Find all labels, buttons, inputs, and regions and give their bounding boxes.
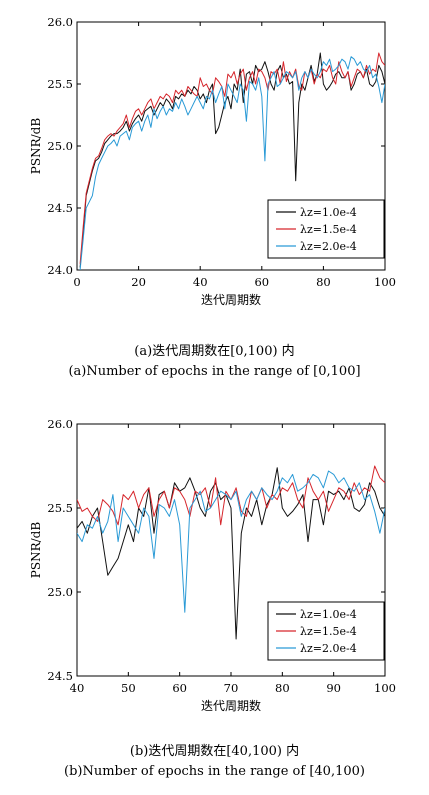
series-line-1 xyxy=(77,467,385,640)
legend-label-3: λz=2.0e-4 xyxy=(300,642,357,655)
y-tick-label: 25.0 xyxy=(47,139,73,153)
legend-label-2: λz=1.5e-4 xyxy=(300,223,357,236)
y-tick-label: 25.5 xyxy=(47,501,73,515)
x-tick-label: 80 xyxy=(316,275,331,289)
y-tick-label: 26.0 xyxy=(47,417,73,431)
x-tick-label: 100 xyxy=(374,275,396,289)
x-axis-title: 迭代周期数 xyxy=(201,292,261,307)
series-line-3 xyxy=(79,56,385,270)
legend-label-3: λz=2.0e-4 xyxy=(300,240,357,253)
caption-a-chinese: (a)迭代周期数在[0,100) 内 xyxy=(134,344,295,359)
series-line-1 xyxy=(79,52,385,268)
chart-b-svg: 40 50 60 70 80 90 100 24.5 25.0 25.5 26.0 迭代周期数 PSNR… xyxy=(29,417,396,713)
x-tick-label: 0 xyxy=(73,275,80,289)
y-tick-label: 24.5 xyxy=(47,201,73,215)
legend-label-1: λz=1.0e-4 xyxy=(300,608,357,621)
y-tick-label: 24.0 xyxy=(47,263,73,277)
y-tick-label: 26.0 xyxy=(47,15,73,29)
x-tick-label: 60 xyxy=(254,275,269,289)
chart-panel-a: 0 20 40 60 80 100 24.0 24.5 25.0 25.5 26.0 迭代周期数 PSN… xyxy=(0,0,429,330)
y-tick-label: 24.5 xyxy=(47,669,73,683)
x-tick-label: 100 xyxy=(374,681,396,695)
y-axis-title: PSNR/dB xyxy=(29,522,43,579)
legend-label-2: λz=1.5e-4 xyxy=(300,625,357,638)
legend-label-1: λz=1.0e-4 xyxy=(300,206,357,219)
series-line-2 xyxy=(79,52,385,264)
series-line-3 xyxy=(77,470,385,613)
caption-a-english: (a)Number of epochs in the range of [0,1… xyxy=(68,364,361,379)
x-tick-label: 80 xyxy=(275,681,290,695)
x-tick-label: 40 xyxy=(70,681,85,695)
x-tick-label: 90 xyxy=(326,681,341,695)
chart-a-svg: 0 20 40 60 80 100 24.0 24.5 25.0 25.5 26.0 迭代周期数 PSN… xyxy=(29,15,396,307)
x-axis-title: 迭代周期数 xyxy=(201,698,261,713)
series-group xyxy=(79,52,385,270)
caption-b-english: (b)Number of epochs in the range of [40,… xyxy=(64,764,365,779)
chart-panel-b: 40 50 60 70 80 90 100 24.5 25.0 25.5 26.0 迭代周期数 PSNR… xyxy=(0,400,429,713)
caption-b-chinese: (b)迭代周期数在[40,100) 内 xyxy=(129,744,300,759)
x-tick-label: 50 xyxy=(121,681,136,695)
x-tick-label: 40 xyxy=(193,275,208,289)
y-tick-label: 25.5 xyxy=(47,77,73,91)
x-tick-label: 70 xyxy=(224,681,239,695)
series-group xyxy=(77,465,385,640)
y-axis-title: PSNR/dB xyxy=(29,118,43,175)
x-tick-label: 20 xyxy=(131,275,146,289)
x-tick-label: 60 xyxy=(172,681,187,695)
y-tick-label: 25.0 xyxy=(47,585,73,599)
